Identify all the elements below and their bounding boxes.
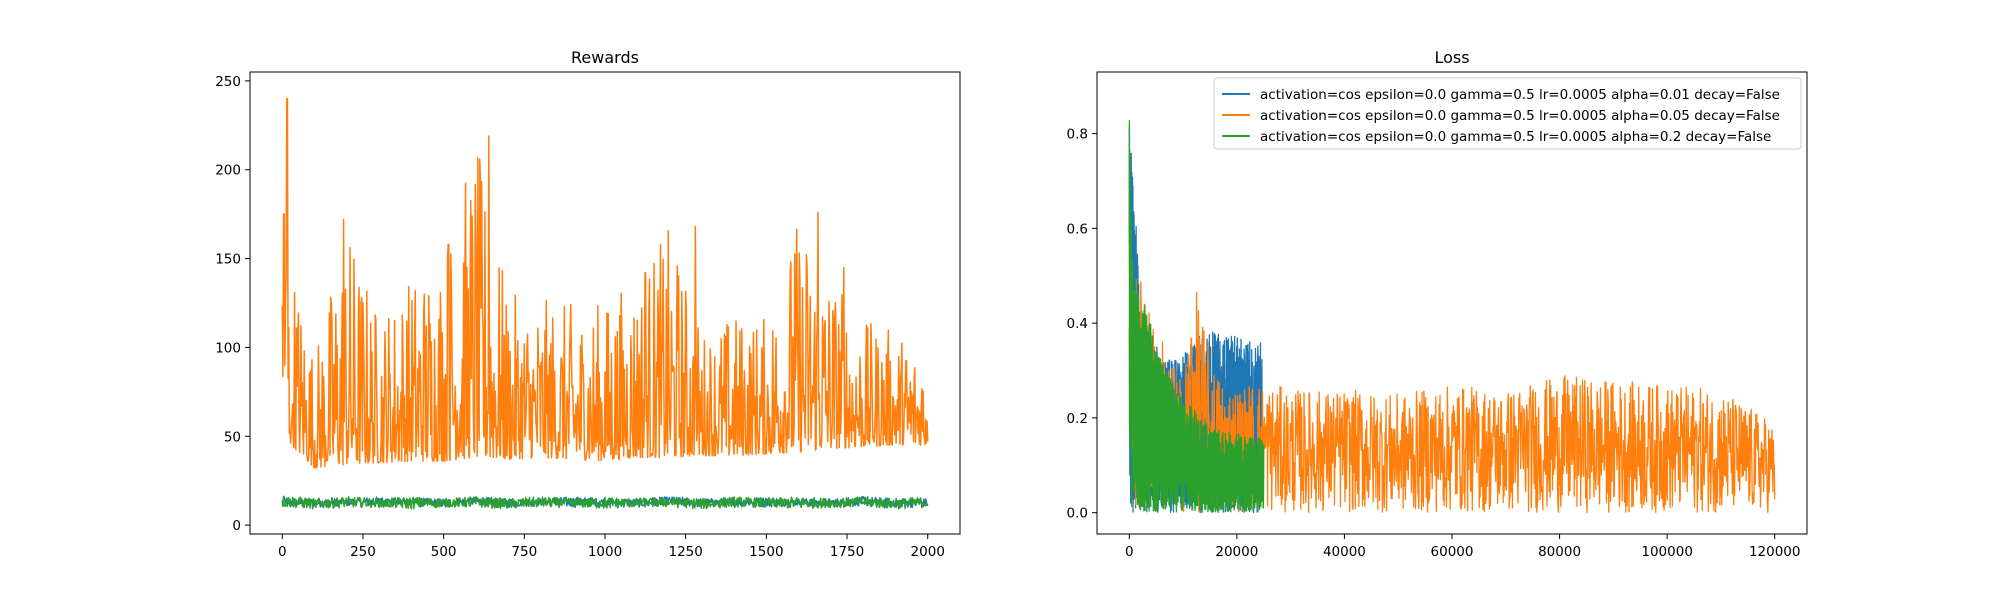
x-tick-label-0-4: 1000 (588, 544, 622, 560)
x-tick-label-1-6: 120000 (1749, 544, 1801, 560)
x-tick-label-0-5: 1250 (669, 544, 703, 560)
x-tick-label-1-0: 0 (1125, 544, 1134, 560)
y-tick-label-1-4: 0.8 (1067, 127, 1088, 143)
x-tick-label-0-7: 1750 (830, 544, 864, 560)
x-tick-label-1-5: 100000 (1641, 544, 1693, 560)
x-tick-label-0-3: 750 (511, 544, 537, 560)
chart-title-0: Rewards (571, 48, 639, 67)
x-tick-label-1-1: 20000 (1215, 544, 1258, 560)
x-tick-label-1-2: 40000 (1323, 544, 1366, 560)
plot-area-0 (281, 97, 929, 510)
legend-label-0: activation=cos epsilon=0.0 gamma=0.5 lr=… (1260, 87, 1780, 103)
y-tick-label-0-3: 150 (215, 252, 241, 268)
legend-label-1: activation=cos epsilon=0.0 gamma=0.5 lr=… (1260, 108, 1780, 124)
y-tick-label-0-1: 50 (224, 429, 241, 445)
x-tick-label-1-4: 80000 (1538, 544, 1581, 560)
x-tick-label-0-2: 500 (431, 544, 457, 560)
x-tick-label-1-3: 60000 (1431, 544, 1474, 560)
y-tick-label-0-0: 0 (232, 518, 241, 534)
legend: activation=cos epsilon=0.0 gamma=0.5 lr=… (1213, 77, 1802, 150)
y-tick-label-1-1: 0.2 (1067, 411, 1088, 427)
loss-panel: Loss 0 20000 40000 60000 80000 100000 120000 0.0… (1067, 48, 1808, 560)
x-tick-label-0-1: 250 (350, 544, 376, 560)
y-tick-label-0-2: 100 (215, 340, 241, 356)
series-line-0-1 (281, 97, 929, 469)
y-tick-label-0-5: 250 (215, 74, 241, 90)
y-tick-label-1-2: 0.4 (1067, 316, 1088, 332)
y-tick-label-1-0: 0.0 (1067, 506, 1088, 522)
x-tick-label-0-6: 1500 (749, 544, 783, 560)
legend-box (1213, 77, 1802, 150)
legend-label-2: activation=cos epsilon=0.0 gamma=0.5 lr=… (1260, 129, 1771, 145)
x-tick-label-0-0: 0 (278, 544, 287, 560)
chart-title-1: Loss (1434, 48, 1469, 67)
y-tick-label-0-4: 200 (215, 163, 241, 179)
series-line-1-2 (1128, 119, 1265, 514)
rewards-panel: Rewards 0 250 500 750 1000 1250 1500 1750 2000 0 50… (215, 48, 961, 560)
x-tick-label-0-8: 2000 (911, 544, 945, 560)
series-line-0-2 (281, 495, 929, 510)
y-tick-label-1-3: 0.6 (1067, 221, 1088, 237)
axes-frame-0 (249, 71, 961, 535)
plot-area-1 (1128, 119, 1776, 514)
